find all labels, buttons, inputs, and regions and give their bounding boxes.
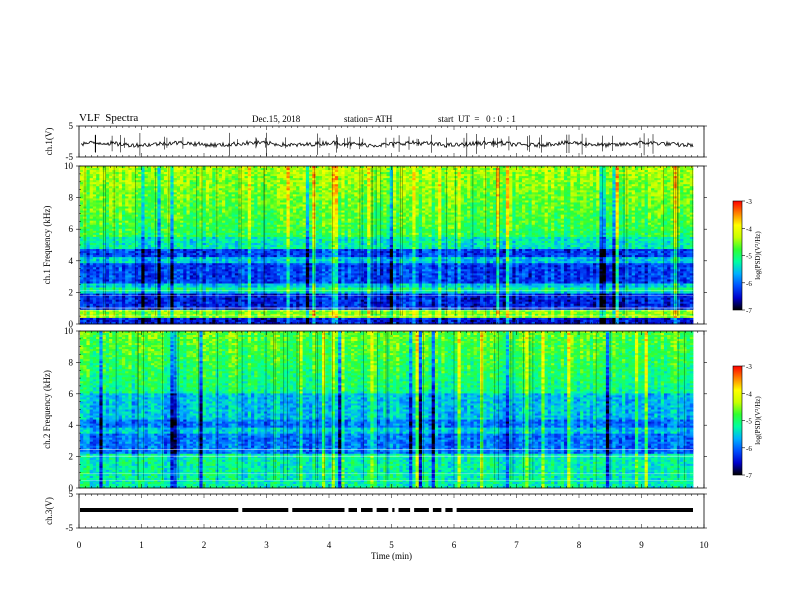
vlf-spectra-figure: 5-5ch.1(V)0246810ch.1 Frequency (kHz)024… bbox=[0, 0, 792, 612]
ch1-spectrogram-cells bbox=[80, 166, 693, 324]
spectrogram-layer bbox=[80, 166, 693, 488]
